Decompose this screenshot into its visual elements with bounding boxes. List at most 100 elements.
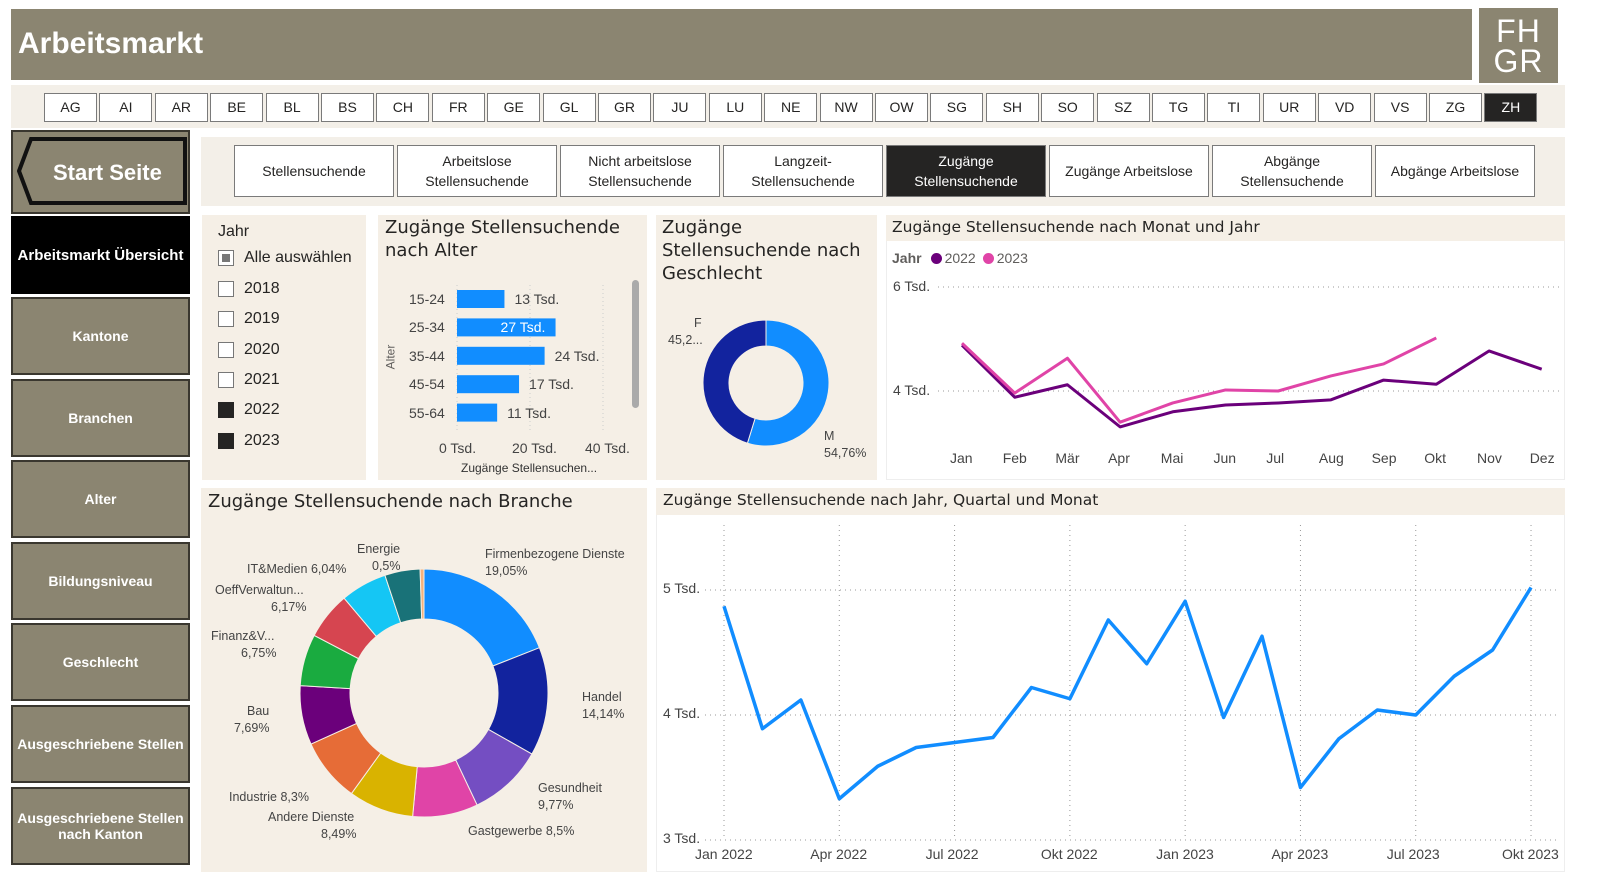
industry-label-pct: 6,75% [241,646,277,660]
industry-chart-title: Zugänge Stellensuchende nach Branche [208,491,573,512]
industry-label-name: Energie [357,542,401,556]
year-option-2021[interactable]: 2021 [218,371,280,389]
canton-button-ur[interactable]: UR [1262,93,1316,122]
timeline-chart-panel [656,488,1565,872]
month-year-x-tick: Feb [1002,450,1027,466]
canton-button-tg[interactable]: TG [1152,93,1205,122]
age-chart-scrollbar[interactable] [632,280,639,408]
canton-button-sg[interactable]: SG [930,93,984,122]
logo-line2: GR [1493,43,1544,79]
canton-button-bs[interactable]: BS [321,93,374,122]
month-year-legend: Jahr 2022 2023 [892,250,1028,266]
select-all-checkbox[interactable]: Alle auswählen [218,249,352,267]
age-data-label: 11 Tsd. [507,404,551,421]
logo-line1: FH [1496,13,1541,49]
canton-button-so[interactable]: SO [1041,93,1095,122]
canton-button-ag[interactable]: AG [44,93,97,122]
canton-button-be[interactable]: BE [210,93,264,122]
timeline-x-tick: Jul 2022 [925,846,979,862]
checkbox-icon [218,341,234,358]
timeline-x-tick: Jan 2023 [1156,846,1214,862]
tab-7[interactable]: Abgänge Arbeitslose [1375,145,1535,197]
tab-3[interactable]: Langzeit-Stellensuchende [723,145,883,197]
sidebar-item-7[interactable]: Ausgeschriebene Stellen nach Kanton [11,786,190,865]
year-option-2020[interactable]: 2020 [218,341,280,359]
start-page-label[interactable]: Start Seite [53,160,162,185]
canton-button-vs[interactable]: VS [1373,93,1427,122]
timeline-x-tick: Okt 2023 [1502,846,1559,862]
tab-5[interactable]: Zugänge Arbeitslose [1049,145,1209,197]
canton-button-gr[interactable]: GR [598,93,651,122]
sidebar-item-2[interactable]: Branchen [11,378,190,457]
canton-button-ch[interactable]: CH [376,93,430,122]
sidebar-item-5[interactable]: Geschlecht [11,623,190,702]
month-year-y-tick: 6 Tsd. [893,278,931,294]
year-option-2018[interactable]: 2018 [218,280,280,298]
industry-label-name: Bau [247,704,270,718]
year-option-2022[interactable]: 2022 [218,401,280,419]
canton-button-zg[interactable]: ZG [1429,93,1482,122]
legend-2022[interactable]: 2022 [944,250,976,266]
canton-button-vd[interactable]: VD [1318,93,1372,122]
gender-m-name: M [824,429,835,443]
select-all-label: Alle auswählen [244,249,352,266]
industry-label-name: Gesundheit [538,781,602,795]
canton-button-ti[interactable]: TI [1207,93,1261,122]
timeline-title-bar [656,488,1565,515]
canton-button-fr[interactable]: FR [431,93,485,122]
tab-2[interactable]: Nicht arbeitslose Stellensuchende [560,145,720,197]
tab-0[interactable]: Stellensuchende [234,145,394,197]
canton-button-sz[interactable]: SZ [1096,93,1150,122]
month-year-x-tick: Jan [950,450,973,466]
year-option-label: 2022 [244,401,280,419]
canton-button-ne[interactable]: NE [764,93,818,122]
sidebar-item-0[interactable]: Arbeitsmarkt Übersicht [11,216,190,294]
month-year-y-tick: 4 Tsd. [893,382,931,398]
canton-button-lu[interactable]: LU [708,93,762,122]
tab-1[interactable]: Arbeitslose Stellensuchende [397,145,557,197]
canton-button-nw[interactable]: NW [819,93,873,122]
canton-button-sh[interactable]: SH [985,93,1039,122]
month-year-chart-title: Zugänge Stellensuchende nach Monat und J… [892,218,1260,236]
industry-label-pct: 8,49% [321,827,357,841]
year-option-2019[interactable]: 2019 [218,310,280,328]
age-category-label: 35-44 [409,347,445,364]
canton-button-zh[interactable]: ZH [1484,93,1538,122]
sidebar-item-1[interactable]: Kantone [11,297,190,375]
header-bar [11,9,1472,80]
canton-button-ar[interactable]: AR [154,93,208,122]
legend-dot-2022 [930,252,942,264]
year-slicer-title: Jahr [218,223,250,240]
canton-button-bl[interactable]: BL [265,93,319,122]
month-year-x-tick: Okt [1424,450,1447,466]
checkbox-icon [218,281,234,297]
month-year-x-tick: Dez [1529,450,1555,466]
industry-label-pct: 14,14% [582,707,625,721]
age-data-label: 27 Tsd. [500,319,546,336]
page-title: Arbeitsmarkt [18,27,204,60]
industry-label-pct: 19,05% [485,564,528,578]
canton-button-ge[interactable]: GE [487,93,541,122]
industry-label-name: Industrie [229,790,277,804]
canton-button-ow[interactable]: OW [875,93,928,122]
year-option-label: 2021 [244,370,280,388]
tab-6[interactable]: Abgänge Stellensuchende [1212,145,1372,197]
sidebar-item-4[interactable]: Bildungsniveau [11,541,190,620]
year-option-label: 2019 [244,310,280,328]
sidebar-item-3[interactable]: Alter [11,460,190,539]
industry-label-name: Finanz&V... [211,629,275,643]
tab-4[interactable]: Zugänge Stellensuchende [886,145,1046,197]
partial-checkbox-icon [218,250,234,266]
year-option-2023[interactable]: 2023 [218,432,280,450]
sidebar-item-6[interactable]: Ausgeschriebene Stellen [11,705,190,783]
legend-2023[interactable]: 2023 [996,250,1028,266]
canton-button-gl[interactable]: GL [542,93,596,122]
timeline-y-tick: 3 Tsd. [663,830,701,846]
age-y-axis-label: Alter [383,344,398,370]
industry-label-pct: 6,04% [310,562,347,576]
timeline-x-tick: Apr 2022 [810,846,868,862]
industry-label: IT&Medien 6,04% [247,560,346,578]
industry-label-name: OeffVerwaltun... [215,583,304,597]
canton-button-ju[interactable]: JU [653,93,707,122]
canton-button-ai[interactable]: AI [99,93,153,122]
